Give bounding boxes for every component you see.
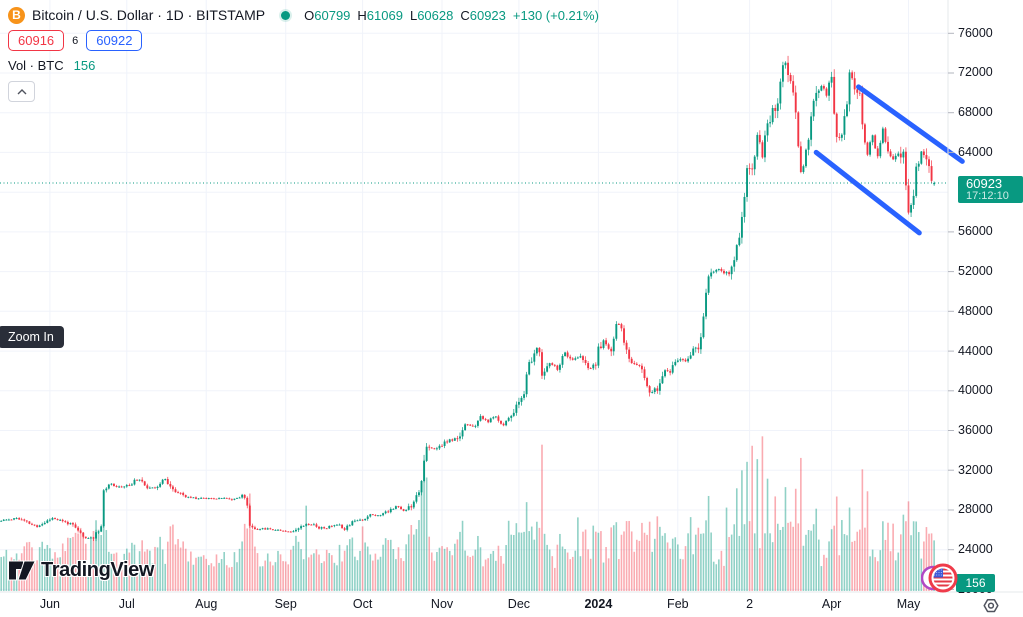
price-tick-label: 32000	[958, 462, 993, 477]
price-tick-label: 44000	[958, 343, 993, 358]
price-tick-label: 68000	[958, 105, 993, 120]
tradingview-logo-text: TradingView	[41, 559, 155, 581]
buy-button[interactable]: 60922	[86, 30, 143, 51]
close-value: 60923	[469, 7, 506, 23]
gear-icon	[983, 598, 999, 613]
time-tick-label: Nov	[430, 597, 454, 611]
time-tick-label: Aug	[195, 597, 218, 611]
close-label: C	[460, 7, 470, 23]
legend-title-row: B Bitcoin / U.S. Dollar · 1D · BITSTAMP …	[8, 5, 599, 25]
volume-study-label[interactable]: Vol · BTC	[8, 58, 64, 73]
chevron-up-icon	[17, 88, 26, 94]
zoom-in-tooltip: Zoom In	[0, 326, 64, 348]
time-tick-label: 2	[746, 597, 754, 611]
price-tick-label: 24000	[958, 542, 993, 557]
axis-settings-button[interactable]	[982, 597, 1000, 617]
symbol-title[interactable]: Bitcoin / U.S. Dollar · 1D · BITSTAMP	[32, 7, 266, 23]
low-label: L	[409, 7, 418, 23]
time-tick-label: Oct	[352, 597, 373, 611]
volume-row: Vol · BTC 156	[8, 58, 599, 73]
time-tick-label: Jul	[118, 597, 135, 611]
price-tick-label: 52000	[958, 264, 993, 279]
volume-axis-badge: 156	[956, 574, 995, 592]
time-tick-label: May	[896, 597, 921, 611]
price-axis[interactable]: 76000 72000 68000 64000 56000 52000 48000 44000…	[948, 0, 1023, 596]
collapse-legend-button[interactable]	[8, 81, 35, 102]
bitcoin-icon: B	[8, 6, 25, 24]
spread-value: 6	[72, 34, 79, 47]
time-axis[interactable]: Jun Jul Aug Sep Oct Nov Dec 2024 Feb 2 Apr May	[0, 592, 1023, 617]
bar-countdown: 17:12:10	[966, 190, 1009, 202]
ohlc-values: O60799 H61069 L60628 C60923 +130 (+0.21%…	[304, 8, 599, 23]
high-value: 61069	[366, 7, 403, 23]
price-tick-label: 56000	[958, 224, 993, 239]
market-status-dot	[281, 10, 291, 20]
usd-flag-icon	[920, 561, 963, 600]
time-tick-label: Sep	[274, 597, 297, 611]
price-tick-label: 40000	[958, 383, 993, 398]
price-tick-label: 48000	[958, 303, 993, 318]
change-value: +130 (+0.21%)	[512, 7, 599, 23]
open-value: 60799	[314, 7, 351, 23]
bid-ask-row: 60916 6 60922	[8, 30, 599, 51]
price-tick-label: 76000	[958, 25, 993, 40]
low-value: 60628	[417, 7, 454, 23]
price-tick-label: 64000	[958, 144, 993, 159]
current-price-value: 60923	[966, 176, 1003, 191]
current-price-badge: 60923 17:12:10	[958, 176, 1023, 203]
price-tick-label: 72000	[958, 65, 993, 80]
time-tick-label: Feb	[667, 597, 689, 611]
sell-button[interactable]: 60916	[8, 30, 65, 51]
time-tick-label: Apr	[821, 597, 842, 611]
tradingview-logo[interactable]: TradingView	[8, 559, 154, 582]
open-label: O	[304, 7, 315, 23]
time-tick-label: 2024	[584, 597, 613, 611]
price-tick-label: 36000	[958, 423, 993, 437]
price-tick-label: 28000	[958, 502, 993, 517]
tradingview-logo-icon	[8, 560, 35, 581]
high-label: H	[357, 7, 367, 23]
volume-study-value: 156	[73, 58, 96, 73]
time-tick-label: Jun	[39, 597, 60, 611]
symbol-legend: B Bitcoin / U.S. Dollar · 1D · BITSTAMP …	[8, 5, 599, 102]
time-tick-label: Dec	[507, 597, 531, 611]
